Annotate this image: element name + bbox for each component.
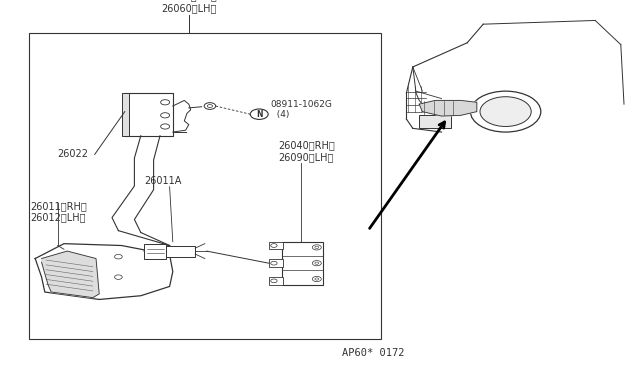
Polygon shape bbox=[42, 251, 99, 298]
Bar bbox=[269, 242, 283, 249]
Circle shape bbox=[271, 244, 277, 247]
Text: 26011A: 26011A bbox=[145, 176, 182, 186]
Circle shape bbox=[312, 276, 321, 282]
Circle shape bbox=[315, 278, 319, 280]
Circle shape bbox=[271, 261, 277, 265]
Bar bbox=[125, 93, 173, 136]
Text: AP60* 0172: AP60* 0172 bbox=[342, 348, 405, 358]
Circle shape bbox=[315, 262, 319, 264]
Bar bbox=[29, 33, 381, 339]
Circle shape bbox=[312, 245, 321, 250]
Bar bbox=[419, 115, 451, 128]
Text: 26010〈RH〉
26060〈LH〉: 26010〈RH〉 26060〈LH〉 bbox=[161, 0, 217, 13]
Circle shape bbox=[315, 246, 319, 248]
Circle shape bbox=[115, 275, 122, 279]
Polygon shape bbox=[35, 244, 173, 299]
Circle shape bbox=[161, 124, 170, 129]
Circle shape bbox=[250, 109, 268, 119]
Circle shape bbox=[271, 279, 277, 283]
Bar bbox=[269, 260, 283, 267]
Bar bbox=[144, 244, 166, 259]
Circle shape bbox=[470, 91, 541, 132]
Text: 26022: 26022 bbox=[58, 150, 88, 159]
Circle shape bbox=[312, 260, 321, 266]
Text: 08911-1062G
  (4): 08911-1062G (4) bbox=[271, 100, 333, 119]
Bar bbox=[269, 277, 283, 285]
Circle shape bbox=[115, 254, 122, 259]
Bar bbox=[163, 246, 195, 257]
Bar bbox=[282, 242, 323, 285]
Polygon shape bbox=[419, 100, 477, 116]
Circle shape bbox=[161, 100, 170, 105]
Circle shape bbox=[204, 103, 216, 109]
Circle shape bbox=[480, 97, 531, 126]
Circle shape bbox=[207, 105, 212, 108]
Text: 26011〈RH〉
26012〈LH〉: 26011〈RH〉 26012〈LH〉 bbox=[31, 201, 88, 222]
Circle shape bbox=[161, 113, 170, 118]
Text: 26040〈RH〉
26090〈LH〉: 26040〈RH〉 26090〈LH〉 bbox=[278, 140, 335, 162]
Bar bbox=[122, 93, 129, 136]
Text: N: N bbox=[256, 110, 262, 119]
